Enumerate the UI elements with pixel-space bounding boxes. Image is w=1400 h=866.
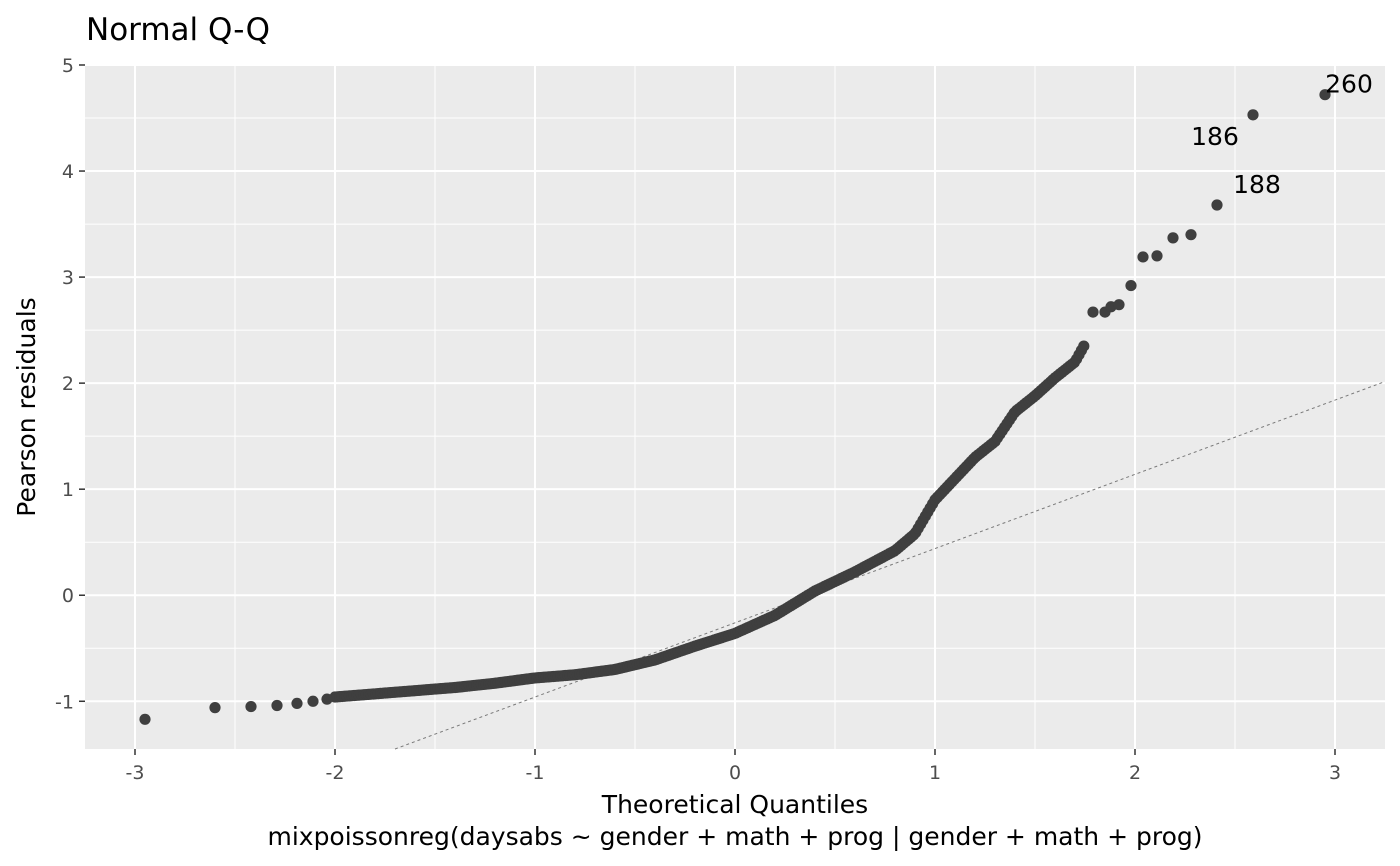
data-point bbox=[1211, 199, 1223, 211]
data-point bbox=[1078, 340, 1090, 352]
data-point bbox=[1087, 306, 1099, 318]
x-tick-label: -2 bbox=[326, 762, 345, 784]
data-point bbox=[307, 695, 319, 707]
y-tick-label: 1 bbox=[62, 479, 74, 501]
major-gridlines bbox=[85, 64, 1385, 749]
y-tick-label: 4 bbox=[62, 161, 74, 183]
y-tick-label: 2 bbox=[62, 373, 74, 395]
point-label: 260 bbox=[1325, 70, 1373, 99]
x-tick-label: -1 bbox=[526, 762, 545, 784]
y-axis-title: Pearson residuals bbox=[12, 297, 41, 516]
data-point bbox=[1151, 250, 1163, 262]
y-tick-label: -1 bbox=[55, 691, 74, 713]
x-tick-label: -3 bbox=[126, 762, 145, 784]
data-point bbox=[1247, 109, 1259, 121]
data-points bbox=[139, 89, 1331, 725]
x-tick-label: 1 bbox=[929, 762, 941, 784]
y-tick-label: 0 bbox=[62, 585, 74, 607]
x-tick-label: 0 bbox=[729, 762, 741, 784]
data-point bbox=[271, 699, 283, 712]
data-point bbox=[1137, 251, 1149, 263]
data-point bbox=[1167, 232, 1179, 244]
data-point bbox=[1125, 279, 1137, 292]
x-axis-ticks: -3 -2 -1 0 1 2 3 bbox=[126, 749, 1341, 784]
reference-line bbox=[394, 381, 1386, 750]
chart-title: Normal Q-Q bbox=[86, 12, 270, 48]
data-point bbox=[1113, 299, 1125, 311]
data-point bbox=[1185, 229, 1197, 241]
y-axis-ticks: -1 0 1 2 3 4 5 bbox=[55, 55, 85, 713]
point-label: 188 bbox=[1233, 170, 1281, 199]
x-axis-title: Theoretical Quantiles bbox=[601, 790, 868, 819]
x-axis-caption: mixpoissonreg(daysabs ~ gender + math + … bbox=[267, 822, 1202, 851]
data-point bbox=[1319, 89, 1331, 101]
data-point bbox=[321, 693, 333, 705]
data-point bbox=[291, 697, 303, 710]
x-tick-label: 2 bbox=[1129, 762, 1141, 784]
x-tick-label: 3 bbox=[1329, 762, 1341, 784]
point-label: 186 bbox=[1191, 122, 1239, 151]
data-point bbox=[245, 700, 257, 713]
y-tick-label: 3 bbox=[62, 267, 74, 289]
point-labels: 260 186 188 bbox=[1191, 70, 1373, 199]
data-point bbox=[209, 702, 221, 714]
data-point bbox=[139, 713, 151, 725]
y-tick-label: 5 bbox=[62, 55, 74, 77]
